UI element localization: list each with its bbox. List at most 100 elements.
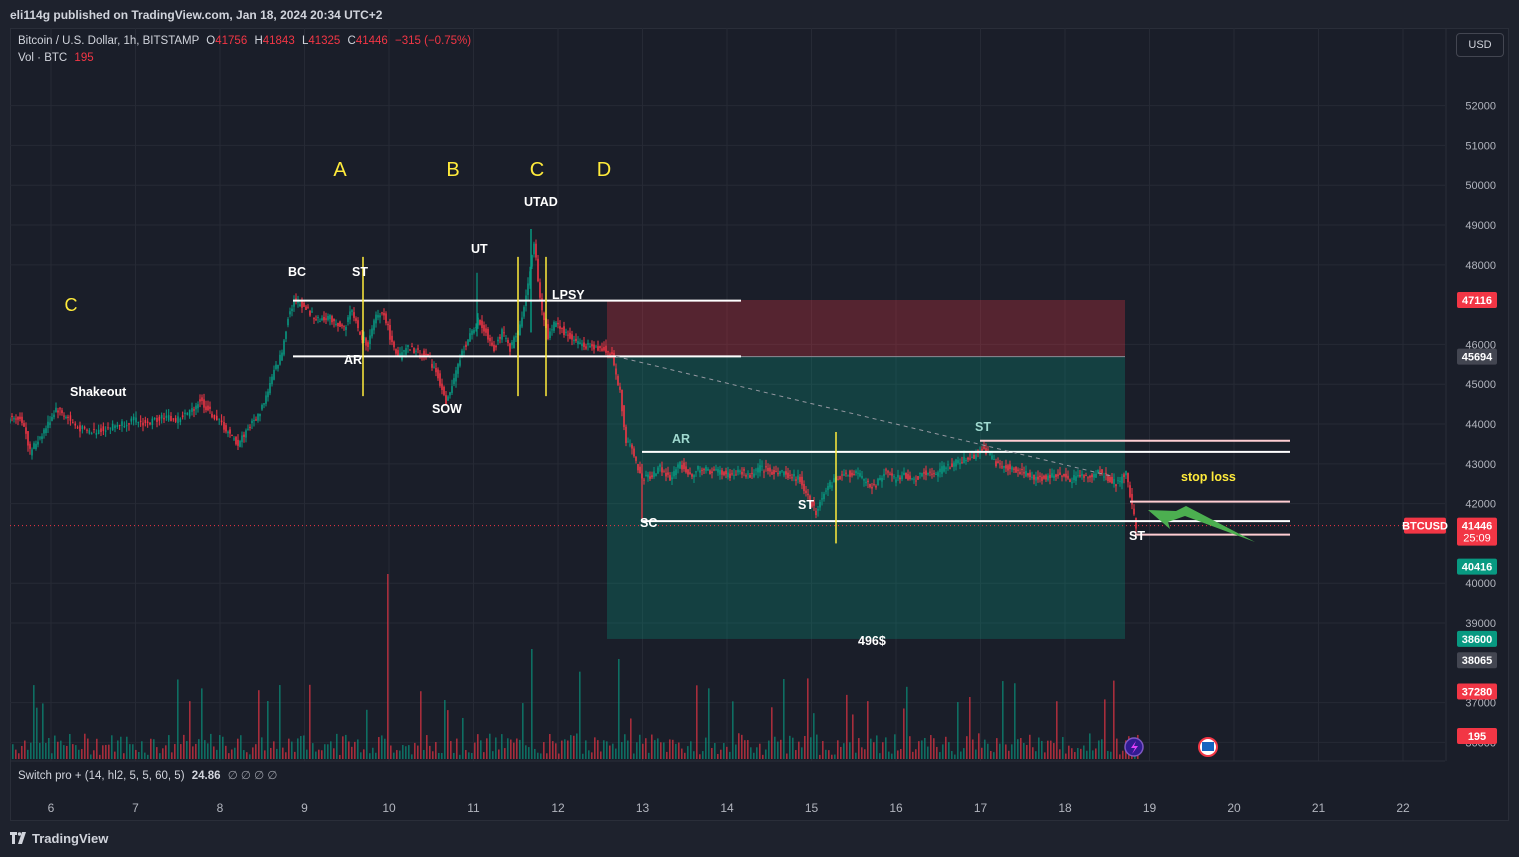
volume-bar: [459, 754, 461, 759]
candle-body: [1001, 466, 1003, 468]
volume-bar: [1080, 748, 1082, 759]
volume-bar: [24, 740, 26, 759]
volume-bar: [1026, 744, 1028, 759]
volume-bar: [396, 750, 398, 759]
indicator-name[interactable]: Switch pro + (14, hl2, 5, 5, 60, 5): [18, 770, 185, 782]
candle-body: [309, 310, 311, 316]
candle-body: [783, 471, 785, 476]
candle-body: [1039, 475, 1041, 478]
candle-body: [533, 243, 535, 255]
volume-bar: [342, 736, 344, 759]
symbol-legend: Bitcoin / U.S. Dollar, 1h, BITSTAMP O417…: [18, 35, 471, 47]
label-stop-loss: stop loss: [1181, 470, 1236, 484]
candle-body: [116, 425, 119, 427]
candle-body: [631, 444, 633, 449]
volume-bar: [765, 749, 767, 759]
volume-bar: [315, 751, 317, 759]
volume-bar: [1086, 750, 1088, 759]
volume-label[interactable]: Vol · BTC: [18, 52, 68, 64]
volume-bar: [642, 743, 644, 759]
candle-body: [449, 392, 451, 396]
currency-button[interactable]: USD: [1456, 33, 1504, 57]
candle-body: [287, 319, 289, 326]
symbol-name[interactable]: Bitcoin / U.S. Dollar, 1h, BITSTAMP: [18, 35, 200, 47]
label-bc: BC: [288, 265, 306, 279]
candle-body: [177, 416, 179, 424]
candle-body: [265, 395, 267, 404]
candle-body: [815, 510, 817, 516]
price-tick-label: 37000: [1465, 698, 1496, 710]
volume-bar: [1098, 740, 1100, 759]
candle-body: [759, 465, 761, 473]
candle-body: [271, 376, 273, 385]
candle-body: [843, 474, 845, 476]
candle-body: [1093, 473, 1095, 478]
volume-bar: [159, 753, 161, 759]
candle-body: [555, 322, 557, 328]
candle-body: [47, 421, 49, 428]
time-tick-label: 15: [805, 801, 819, 815]
volume-bar: [843, 743, 845, 759]
candle-body: [539, 282, 541, 298]
candle-body: [465, 344, 467, 347]
candle-body: [531, 255, 533, 267]
candle-body: [915, 480, 917, 482]
candle-body: [675, 469, 677, 476]
volume-bar: [888, 751, 890, 759]
volume-bar: [612, 743, 614, 759]
candle-body: [441, 383, 443, 390]
time-tick-label: 13: [636, 801, 650, 815]
candle-body: [747, 473, 749, 475]
price-tag-bg: [1457, 728, 1497, 744]
candle-body: [201, 397, 203, 401]
candle-body: [107, 427, 109, 429]
candle-body: [685, 466, 687, 473]
volume-bar: [819, 754, 821, 759]
low-label: L: [301, 35, 309, 47]
candle-body: [93, 428, 95, 430]
candle-body: [613, 352, 615, 366]
candle-body: [146, 421, 149, 423]
candle-body: [561, 327, 563, 329]
price-tag-value: 47116: [1462, 295, 1492, 307]
volume-bar: [846, 694, 848, 759]
candle-body: [821, 498, 823, 500]
candle-body: [515, 336, 517, 338]
candle-body: [837, 478, 839, 480]
volume-bar: [117, 740, 119, 759]
candle-body: [823, 493, 825, 500]
volume-bar: [666, 751, 668, 759]
candle-body: [463, 351, 465, 353]
candle-body: [86, 429, 88, 431]
candle-body: [841, 474, 843, 476]
candle-body: [807, 493, 809, 496]
volume-bar: [864, 749, 866, 759]
candle-body: [165, 415, 168, 418]
candle-body: [867, 480, 869, 482]
volume-bar: [963, 748, 965, 759]
candle-body: [220, 420, 223, 423]
candle-body: [879, 477, 881, 481]
candle-body: [1009, 464, 1011, 470]
candle-body: [461, 350, 463, 357]
candle-body: [235, 436, 237, 445]
volume-bar: [588, 750, 590, 759]
price-tag-bg: [1457, 630, 1497, 647]
volume-bar: [192, 746, 194, 759]
candle-body: [795, 479, 797, 481]
volume-bar: [942, 744, 944, 759]
candle-body: [963, 456, 965, 464]
price-tag-bg: [1457, 652, 1497, 669]
volume-bar: [729, 751, 731, 759]
candle-body: [29, 443, 31, 449]
candle-body: [611, 352, 613, 354]
candle-body: [1107, 475, 1109, 482]
volume-bar: [156, 747, 158, 759]
tradingview-logo[interactable]: TradingView: [10, 831, 108, 846]
volume-bar: [558, 753, 560, 759]
volume-bar: [81, 749, 83, 759]
volume-bar: [678, 742, 680, 759]
candle-body: [1079, 475, 1081, 477]
volume-bar: [276, 748, 278, 759]
